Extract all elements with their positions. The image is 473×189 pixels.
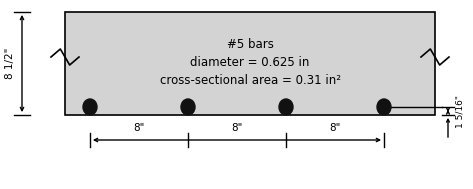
Text: 8": 8" <box>329 123 341 133</box>
Text: 8": 8" <box>133 123 145 133</box>
Text: 1 5/16": 1 5/16" <box>455 94 464 128</box>
Text: 8": 8" <box>231 123 243 133</box>
Text: cross-sectional area = 0.31 in²: cross-sectional area = 0.31 in² <box>159 74 341 87</box>
Ellipse shape <box>181 99 195 115</box>
Ellipse shape <box>279 99 293 115</box>
Text: diameter = 0.625 in: diameter = 0.625 in <box>190 56 310 69</box>
Text: #5 bars: #5 bars <box>227 38 273 51</box>
Text: 8 1/2": 8 1/2" <box>5 48 15 79</box>
Bar <box>65 12 435 115</box>
Ellipse shape <box>377 99 391 115</box>
Ellipse shape <box>83 99 97 115</box>
